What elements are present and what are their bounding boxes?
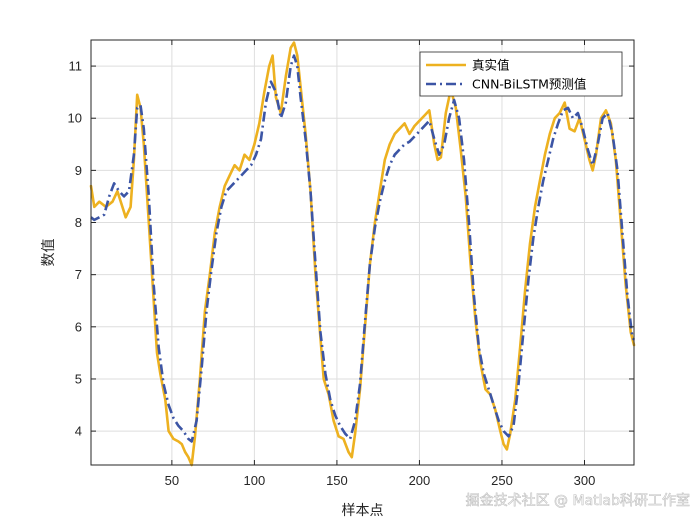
grid-lines xyxy=(91,40,634,465)
legend: 真实值 CNN-BiLSTM预测值 xyxy=(419,51,623,97)
y-tick-label: 4 xyxy=(75,424,82,439)
series-layer xyxy=(89,41,636,467)
x-tick-label: 150 xyxy=(326,473,348,488)
x-tick-label: 100 xyxy=(244,473,266,488)
series-line-predicted xyxy=(90,54,636,443)
legend-label-actual: 真实值 xyxy=(472,58,510,73)
legend-box xyxy=(419,51,623,97)
x-tick-label: 300 xyxy=(574,473,596,488)
watermark-text: 掘金技术社区 @ Matlab科研工作室 xyxy=(466,492,690,509)
y-tick-label: 6 xyxy=(75,319,82,334)
x-tick-label: 50 xyxy=(165,473,179,488)
x-tick-label: 250 xyxy=(491,473,513,488)
series-line-actual xyxy=(89,41,636,467)
y-axis-label: 数值 xyxy=(41,239,57,267)
y-tick-label: 7 xyxy=(75,267,82,282)
x-tick-label: 200 xyxy=(409,473,431,488)
x-axis-label: 样本点 xyxy=(342,503,384,519)
y-tick-label: 10 xyxy=(68,111,82,126)
axes-box xyxy=(90,39,635,466)
y-tick-label: 8 xyxy=(75,215,82,230)
legend-label-predicted: CNN-BiLSTM预测值 xyxy=(472,77,586,92)
y-tick-label: 9 xyxy=(75,163,82,178)
tick-layer: 50 100 150 200 250 300 4 5 6 7 8 9 10 11 xyxy=(68,40,634,488)
y-tick-label: 5 xyxy=(75,371,82,386)
y-tick-label: 11 xyxy=(69,59,83,74)
